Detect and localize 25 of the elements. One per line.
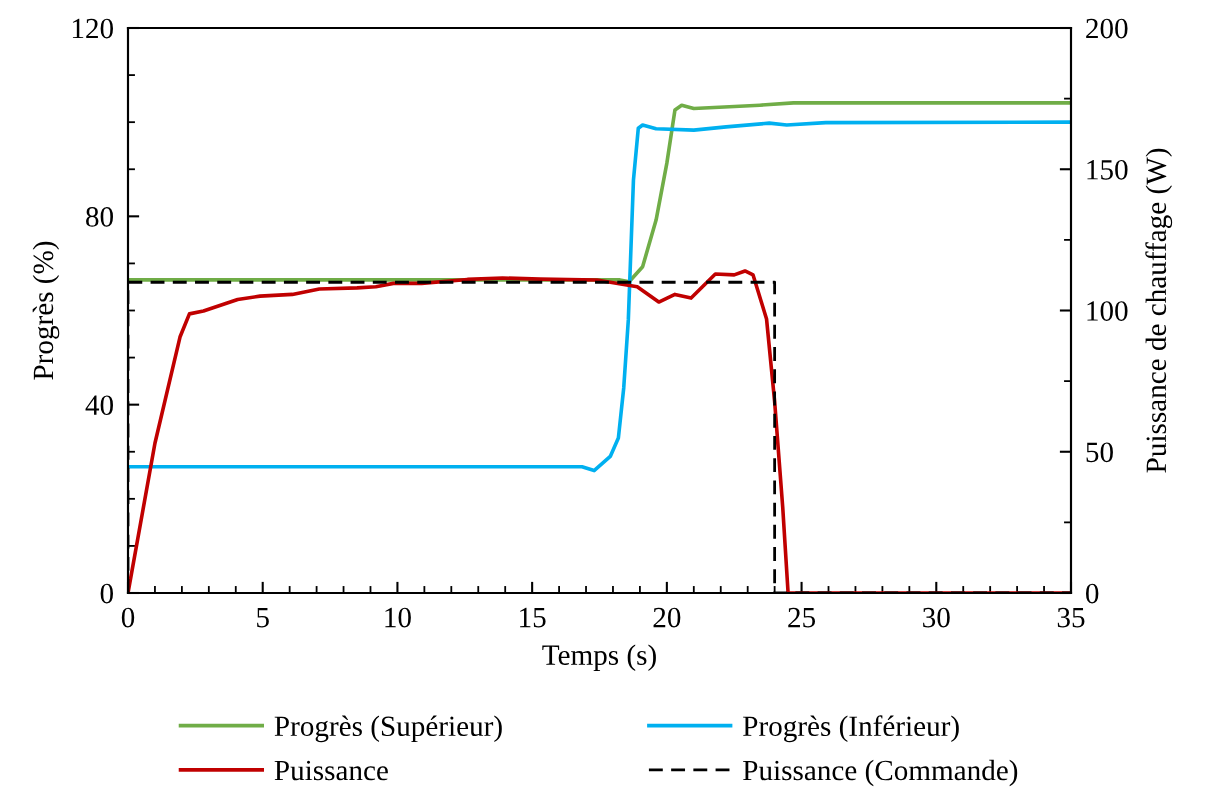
y2-tick-label: 150: [1087, 159, 1128, 180]
x-tick-label: 30: [923, 607, 950, 628]
x-tick-label: 35: [1057, 607, 1085, 628]
x-axis-title: Temps (s): [542, 644, 656, 671]
x-tick-label: 10: [385, 607, 411, 628]
y2-axis-title: Puissance de chauffage (W): [1145, 148, 1173, 473]
y2-tick-label: 200: [1086, 18, 1128, 39]
y-axis-title: Progrès (%): [32, 241, 60, 380]
x-tick-label: 0: [121, 607, 135, 628]
x-tick-label: 20: [653, 607, 681, 628]
y-tick-label: 80: [86, 207, 113, 227]
legend-label: Progrès (Supérieur): [274, 715, 502, 743]
y2-tick-label: 100: [1087, 301, 1128, 321]
y-tick-label: 0: [100, 583, 113, 604]
x-tick-label: 15: [520, 607, 546, 628]
legend-label: Progrès (Inférieur): [743, 715, 959, 743]
y2-tick-label: 50: [1086, 442, 1113, 463]
legend-label: Puissance: [274, 760, 388, 781]
y2-tick-label: 0: [1086, 583, 1099, 604]
x-tick-label: 5: [257, 608, 269, 628]
line-series: [128, 120, 1071, 473]
y-tick-label: 40: [85, 395, 113, 416]
legend-label: Puissance (Commande): [743, 759, 1018, 787]
y-tick-label: 120: [72, 18, 113, 39]
x-tick-label: 25: [788, 607, 816, 628]
